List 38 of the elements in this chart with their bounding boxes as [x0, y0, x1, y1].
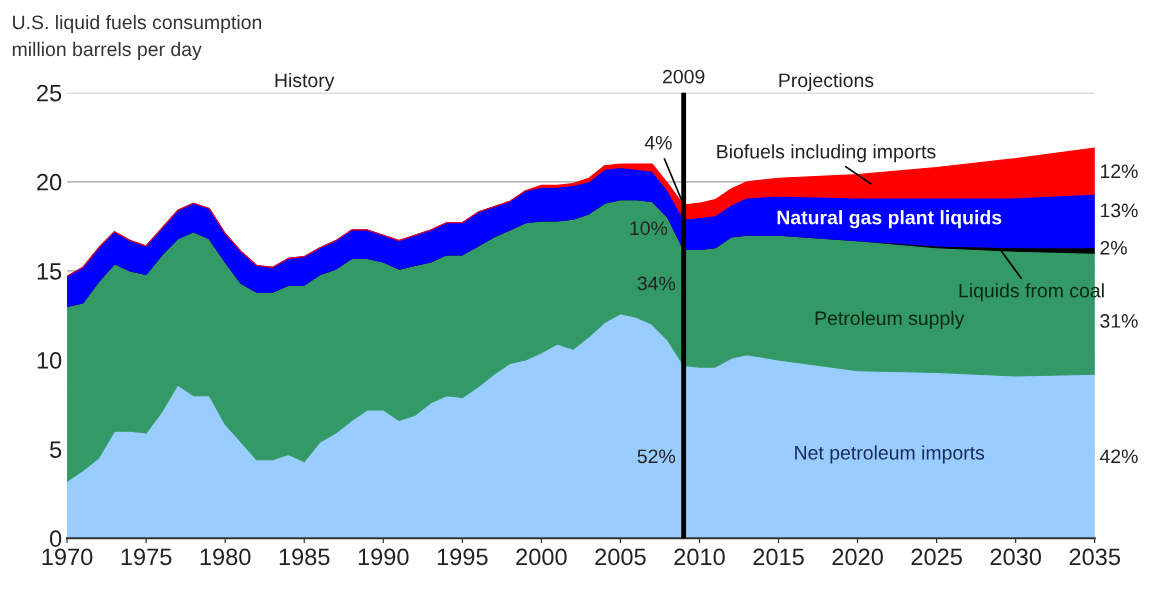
x-tick-label: 1985	[279, 548, 330, 566]
series-label: Net petroleum imports	[795, 445, 985, 464]
chart-title: U.S. liquid fuels consumption	[13, 14, 262, 34]
y-tick-label: 25	[37, 84, 62, 102]
chart-subtitle: million barrels per day	[12, 41, 202, 60]
y-tick-label: 0	[49, 530, 62, 547]
series-label: Biofuels including imports	[717, 144, 936, 163]
x-tick-label: 1995	[437, 548, 488, 566]
text: 2%	[1100, 240, 1127, 255]
x-tick-label: 1980	[200, 548, 251, 566]
ref-line-label: 2009	[663, 69, 705, 84]
annotation: 4%	[644, 135, 672, 150]
x-tick-label: 2015	[753, 548, 804, 566]
annotation: 52%	[637, 449, 676, 464]
text: 31%	[1100, 314, 1138, 328]
annotation: 10%	[630, 221, 668, 236]
x-tick-label: 1990	[358, 548, 409, 566]
text: 13%	[1100, 203, 1138, 218]
text: 12%	[1100, 164, 1138, 179]
x-tick-label: 1970	[42, 548, 93, 566]
annotation: 34%	[637, 276, 676, 291]
text: History	[275, 72, 335, 92]
x-tick-label: 2030	[990, 548, 1042, 566]
x-tick-label: 1975	[121, 548, 172, 566]
x-tick-label: 2035	[1069, 548, 1121, 566]
text: Projections	[779, 72, 874, 92]
series-label: Petroleum supply	[815, 310, 965, 329]
text: 42%	[1099, 449, 1138, 464]
x-tick-label: 2025	[911, 548, 962, 566]
x-tick-label: 2000	[516, 548, 567, 566]
x-tick-label: 2005	[595, 548, 646, 566]
y-tick-label: 10	[37, 352, 62, 369]
y-tick-label: 5	[50, 441, 62, 458]
series-label: Natural gas plant liquids	[777, 210, 1002, 229]
x-tick-label: 2020	[832, 548, 883, 566]
y-tick-label: 15	[37, 263, 62, 280]
x-tick-label: 2010	[674, 548, 725, 566]
y-tick-label: 20	[37, 173, 62, 191]
